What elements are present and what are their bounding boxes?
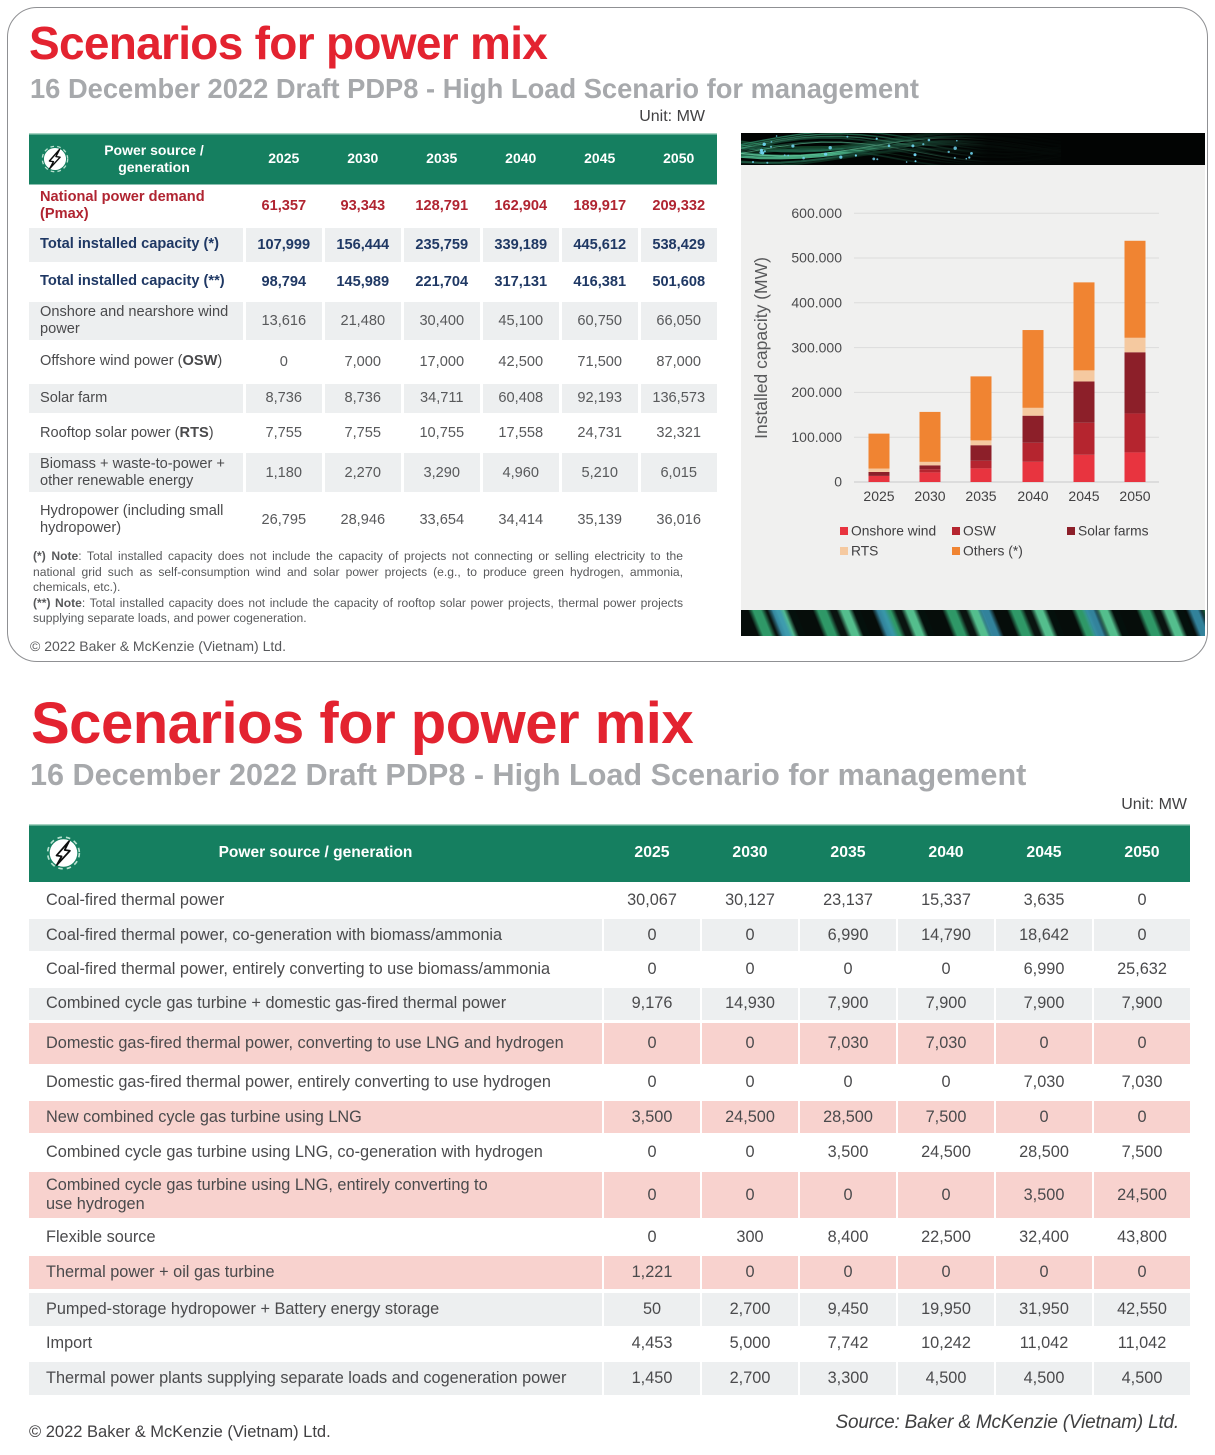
svg-text:2030: 2030 xyxy=(914,488,945,504)
svg-text:Onshore wind: Onshore wind xyxy=(851,524,936,539)
svg-text:2025: 2025 xyxy=(863,488,894,504)
svg-text:OSW: OSW xyxy=(963,524,996,539)
svg-text:Others (*): Others (*) xyxy=(963,544,1023,559)
svg-text:200.000: 200.000 xyxy=(791,384,842,400)
svg-text:100.000: 100.000 xyxy=(791,429,842,445)
svg-text:2040: 2040 xyxy=(1017,488,1048,504)
svg-text:600.000: 600.000 xyxy=(791,205,842,221)
svg-text:500.000: 500.000 xyxy=(791,250,842,266)
svg-text:2035: 2035 xyxy=(965,488,996,504)
svg-text:300.000: 300.000 xyxy=(791,339,842,355)
svg-text:0: 0 xyxy=(834,474,842,490)
svg-text:400.000: 400.000 xyxy=(791,295,842,311)
svg-text:2050: 2050 xyxy=(1119,488,1150,504)
svg-text:Installed capacity (MW): Installed capacity (MW) xyxy=(751,257,771,439)
svg-text:Solar farms: Solar farms xyxy=(1078,524,1149,539)
svg-text:2045: 2045 xyxy=(1068,488,1099,504)
svg-text:RTS: RTS xyxy=(851,544,878,559)
